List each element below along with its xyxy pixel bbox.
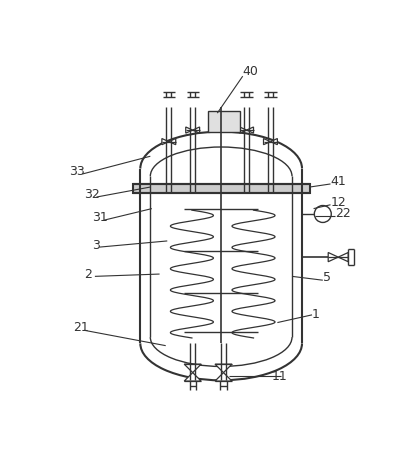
Bar: [132, 184, 309, 193]
Text: 1: 1: [311, 308, 319, 321]
Text: 21: 21: [73, 321, 89, 334]
Bar: [208, 111, 240, 132]
Text: 5: 5: [322, 271, 330, 284]
Text: 11: 11: [271, 370, 286, 383]
Text: 12: 12: [330, 196, 345, 209]
Text: 31: 31: [92, 211, 107, 224]
Text: 2: 2: [84, 268, 92, 281]
Polygon shape: [215, 373, 231, 381]
Polygon shape: [192, 127, 199, 133]
Text: 32: 32: [84, 188, 100, 201]
Polygon shape: [270, 138, 277, 145]
Text: 40: 40: [242, 65, 258, 78]
Polygon shape: [327, 253, 337, 262]
Polygon shape: [215, 364, 231, 373]
Polygon shape: [337, 253, 347, 262]
Polygon shape: [263, 138, 270, 145]
Text: 41: 41: [330, 175, 345, 188]
Polygon shape: [185, 127, 192, 133]
Text: 22: 22: [334, 207, 350, 221]
Polygon shape: [246, 127, 253, 133]
Polygon shape: [239, 127, 246, 133]
Polygon shape: [162, 138, 168, 145]
Text: 33: 33: [68, 165, 84, 178]
Text: 3: 3: [92, 239, 100, 252]
Polygon shape: [168, 138, 175, 145]
Polygon shape: [184, 373, 200, 381]
Polygon shape: [184, 364, 200, 373]
